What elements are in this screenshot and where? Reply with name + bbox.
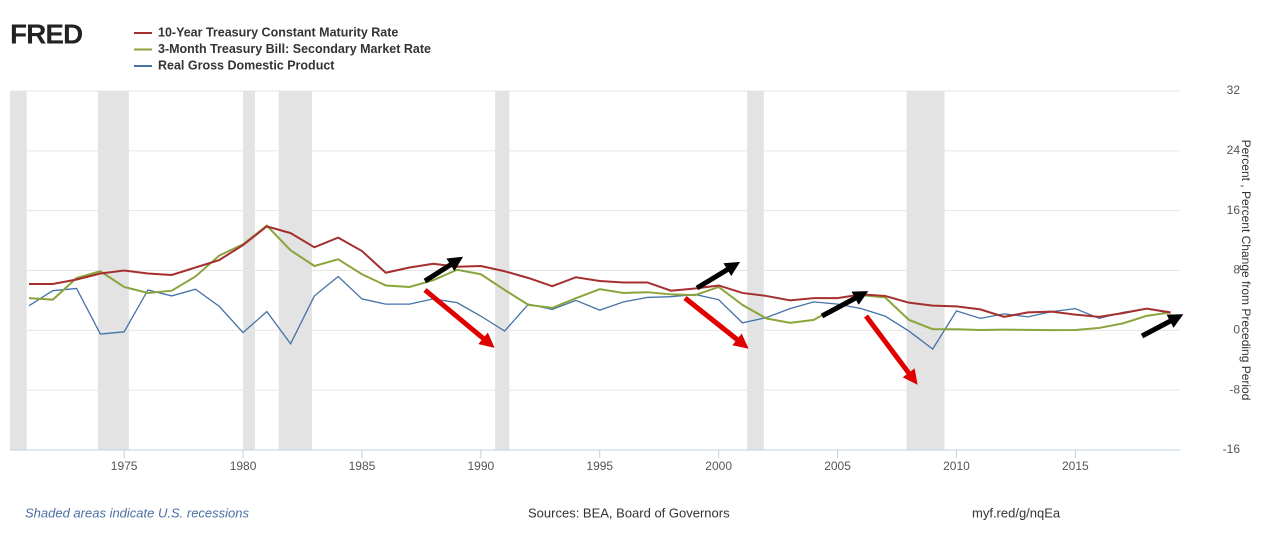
legend-label: 3-Month Treasury Bill: Secondary Market …: [158, 42, 431, 56]
plot-area: 32 24 16 8 0 -8 -16 1975 1980 1985 1990 1995 2000 200…: [10, 83, 1240, 473]
y-tick-label: 32: [1227, 83, 1241, 97]
arrow-up: [1140, 314, 1184, 339]
arrow-down: [423, 288, 495, 348]
y-tick-label: -16: [1223, 442, 1241, 456]
arrow-up: [423, 256, 464, 284]
y-tick-label: 8: [1233, 263, 1240, 277]
arrow-down: [864, 314, 918, 385]
x-tick-label: 1990: [468, 459, 495, 473]
x-tick-label: 1985: [349, 459, 376, 473]
x-tick-label: 2000: [705, 459, 732, 473]
y-tick-label: 24: [1227, 143, 1241, 157]
series-line: [28, 275, 1171, 350]
series-line: [29, 225, 1171, 318]
y-tick-label: 16: [1227, 203, 1241, 217]
logo: FRED: [10, 18, 83, 49]
recession-note: Shaded areas indicate U.S. recessions: [25, 505, 250, 520]
series-line: [28, 224, 1171, 332]
y-axis-title: Percent , Percent Change from Preceding …: [1239, 140, 1253, 401]
x-tick-label: 1995: [586, 459, 613, 473]
x-tick-label: 2015: [1062, 459, 1089, 473]
x-tick-label: 1975: [111, 459, 138, 473]
legend-label: 10-Year Treasury Constant Maturity Rate: [158, 25, 398, 39]
x-tick-label: 1980: [230, 459, 257, 473]
legend-label: Real Gross Domestic Product: [158, 58, 335, 72]
arrow-up: [695, 261, 741, 291]
arrow-up: [820, 291, 869, 319]
y-tick-label: -8: [1229, 382, 1240, 396]
y-tick-label: 0: [1233, 323, 1240, 337]
x-tick-label: 2010: [943, 459, 970, 473]
link[interactable]: myf.red/g/nqEa: [972, 505, 1061, 520]
annotation-arrows: [423, 256, 1184, 385]
arrow-down: [683, 296, 749, 349]
x-tick-label: 2005: [824, 459, 851, 473]
source: Sources: BEA, Board of Governors: [528, 505, 730, 520]
